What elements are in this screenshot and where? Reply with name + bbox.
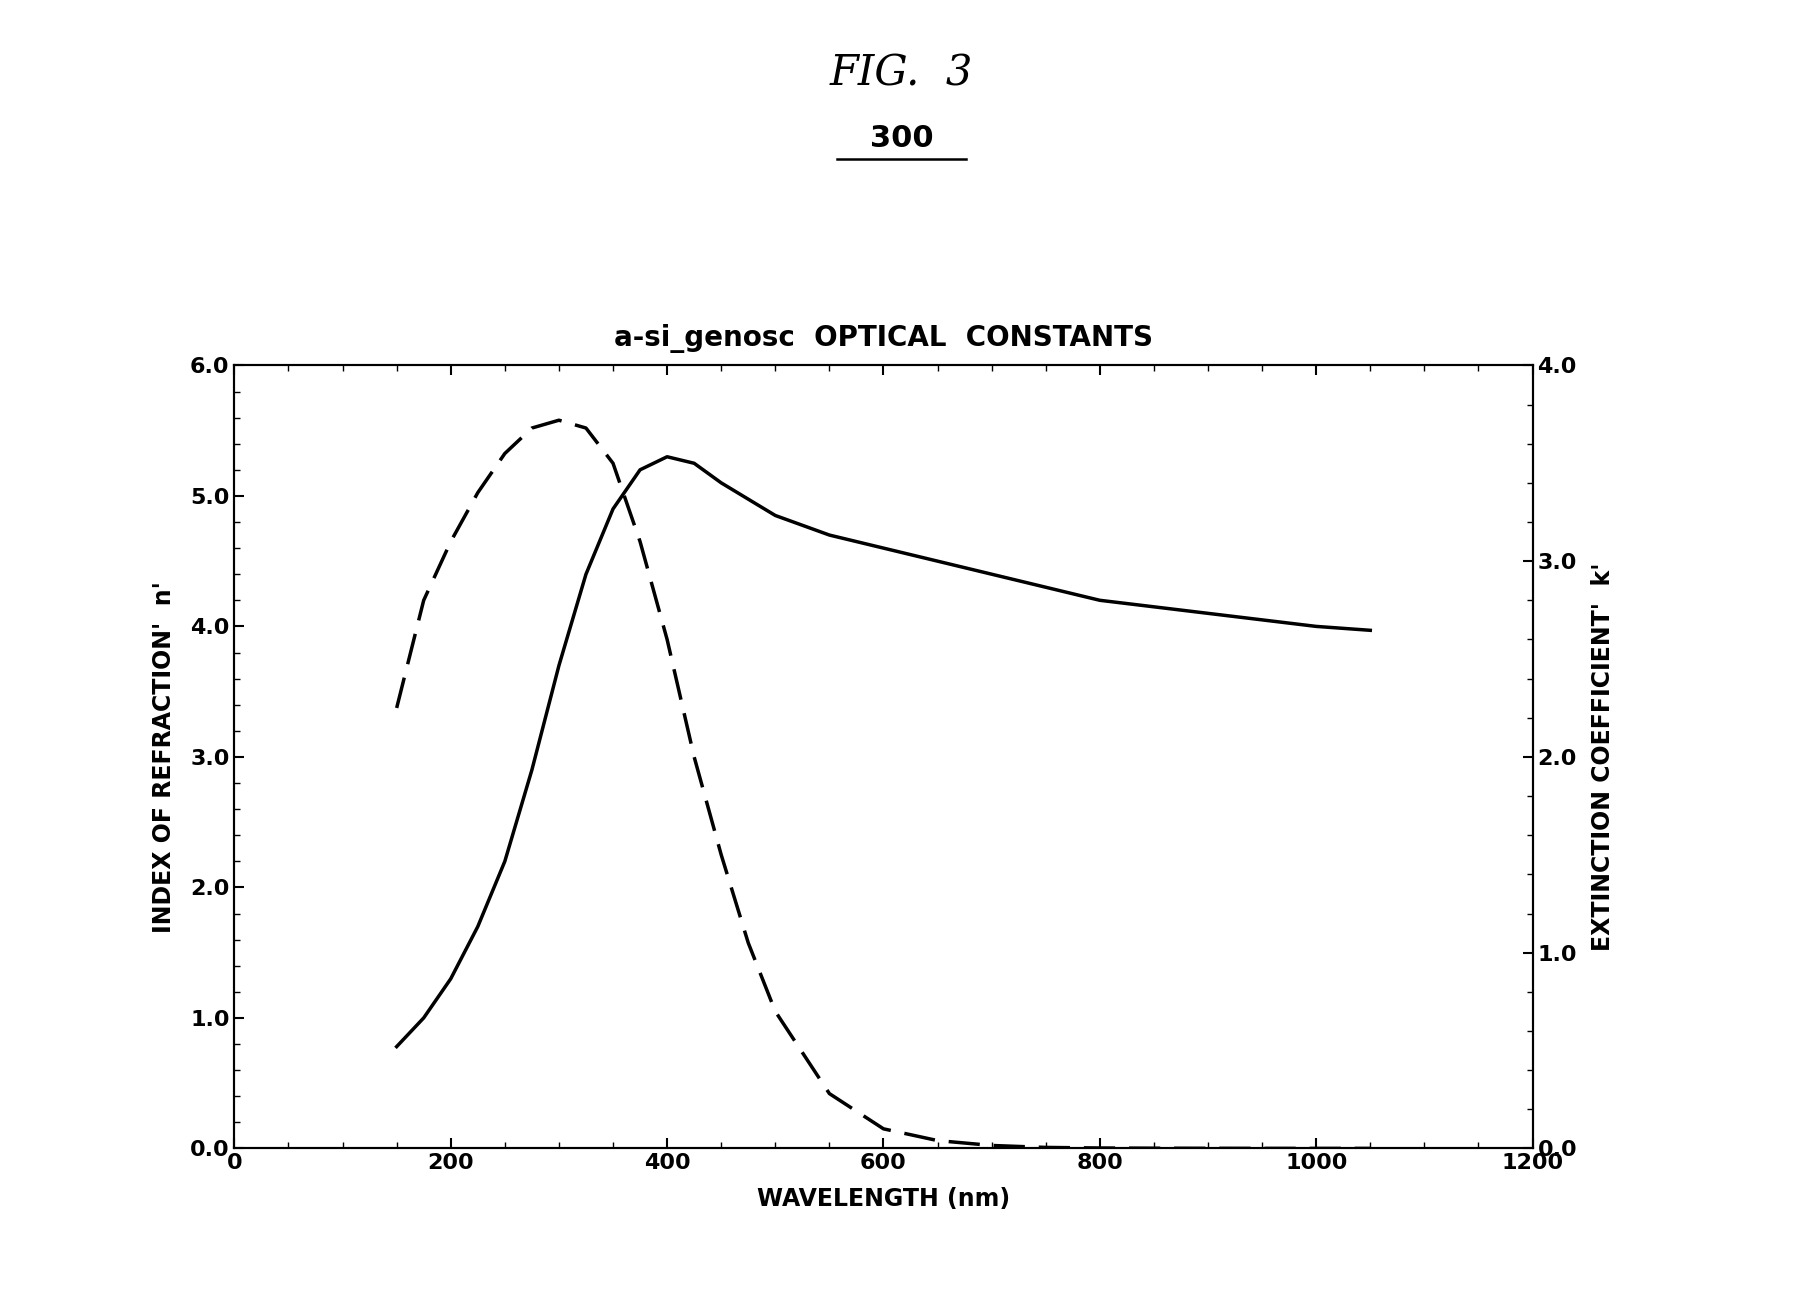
Y-axis label: INDEX OF REFRACTION'  n': INDEX OF REFRACTION' n' (151, 581, 177, 933)
Text: FIG.  3: FIG. 3 (829, 52, 974, 94)
X-axis label: WAVELENGTH (nm): WAVELENGTH (nm) (757, 1188, 1010, 1211)
Title: a-si_genosc  OPTICAL  CONSTANTS: a-si_genosc OPTICAL CONSTANTS (615, 324, 1152, 352)
Text: 300: 300 (869, 124, 934, 153)
Y-axis label: EXTINCTION COEFFICIENT'  k': EXTINCTION COEFFICIENT' k' (1590, 562, 1615, 951)
